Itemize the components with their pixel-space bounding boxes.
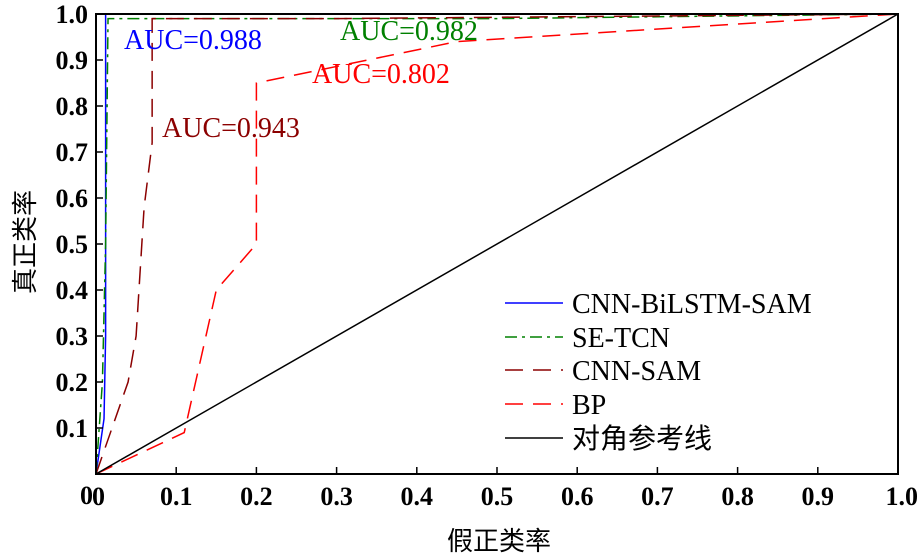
y-axis-ticks: 0.1 0.2 0.3 0.4 0.5 0.6 0.7 0.8 0.9 1.0 [56,0,103,443]
series-line-4 [95,13,899,475]
y-tick-label: 0.5 [56,230,89,259]
auc-label-cnn-sam: AUC=0.943 [162,113,300,144]
legend-label-bp: BP [572,390,606,421]
x-tick-label: 0.7 [641,482,674,511]
x-tick-label: 0.4 [401,482,434,511]
legend-label-diagonal: 对角参考线 [572,423,712,455]
series-line-1 [95,13,899,475]
x-tick-label: 1.0 [886,482,919,511]
plot-frame [95,13,899,475]
y-axis-title: 真正类率 [11,190,41,294]
plot-area [95,13,899,475]
auc-label-se-tcn: AUC=0.982 [340,16,478,47]
x-tick-label: 0.5 [481,482,514,511]
y-tick-label: 1.0 [56,0,89,29]
x-tick-label: 0.1 [160,482,193,511]
x-axis-title: 假正类率 [447,527,551,557]
legend-label-cnn-sam: CNN-SAM [572,356,701,387]
auc-label-cnn-bilstm-sam: AUC=0.988 [124,25,262,56]
y-origin-label: 0 [80,481,93,510]
y-tick-label: 0.2 [56,368,89,397]
x-tick-label: 0 [92,482,105,511]
y-tick-label: 0.9 [56,46,89,75]
x-tick-label: 0.6 [561,482,594,511]
x-tick-label: 0.3 [320,482,353,511]
y-tick-label: 0.6 [56,184,89,213]
y-tick-label: 0.7 [56,138,89,167]
x-tick-label: 0.2 [240,482,273,511]
x-tick-label: 0.8 [721,482,754,511]
series-line-2 [95,13,899,475]
legend: CNN-BiLSTM-SAM SE-TCN CNN-SAM BP 对角参考线 [505,289,812,455]
y-tick-label: 0.3 [56,322,89,351]
legend-label-cnn-bilstm-sam: CNN-BiLSTM-SAM [572,289,812,320]
auc-label-bp: AUC=0.802 [312,59,450,90]
y-tick-label: 0.4 [56,276,89,305]
legend-label-se-tcn: SE-TCN [572,323,670,354]
y-tick-label: 0.8 [56,92,89,121]
y-tick-label: 0.1 [56,414,89,443]
series-line-3 [95,13,899,475]
x-axis-ticks: 0 0.1 0.2 0.3 0.4 0.5 0.6 0.7 0.8 0.9 1.0 [92,467,918,511]
x-tick-label: 0.9 [802,482,835,511]
